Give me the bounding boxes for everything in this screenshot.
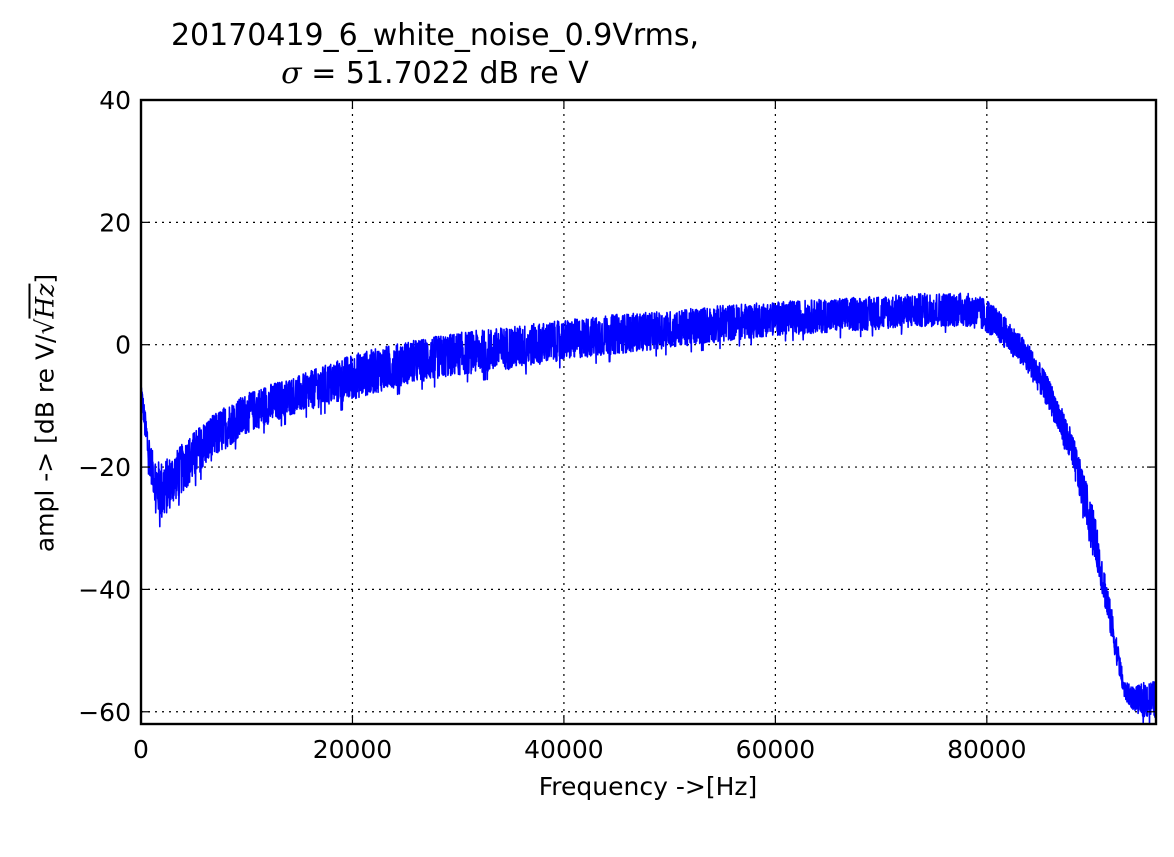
x-tick-label: 0 [133, 735, 149, 764]
x-tick-label: 60000 [736, 735, 816, 764]
y-axis-label-suffix: ] [30, 273, 60, 284]
y-tick-label: 0 [115, 331, 131, 360]
ticks: 0 20000 40000 60000 80000 40 20 0 −20 −40 −60 [78, 86, 1156, 764]
title-line2-text: = 51.7022 dB re V [301, 56, 589, 91]
x-tick-label: 20000 [313, 735, 393, 764]
plot-frame [139, 98, 1158, 726]
x-tick-label: 80000 [947, 735, 1027, 764]
grid [141, 100, 1156, 724]
chart-title-line2: σ = 51.7022 dB re V [0, 56, 1085, 91]
y-tick-label: −40 [78, 575, 131, 604]
sigma-symbol: σ [281, 56, 302, 91]
y-tick-label: −20 [78, 453, 131, 482]
spectrum-line [140, 292, 1157, 726]
data-layer [140, 292, 1157, 726]
y-tick-label: 40 [99, 86, 131, 115]
y-axis-label-prefix: ampl -> [dB re V/√ [30, 318, 60, 553]
y-tick-label: 20 [99, 208, 131, 237]
chart-title-line1: 20170419_6_white_noise_0.9Vrms, [170, 18, 700, 53]
y-axis-label-hz: Hz [30, 283, 60, 319]
x-tick-label: 40000 [524, 735, 604, 764]
y-tick-label: −60 [78, 698, 131, 727]
x-axis-label: Frequency ->[Hz] [538, 772, 758, 801]
y-axis-label: ampl -> [dB re V/√Hz] [31, 274, 60, 552]
